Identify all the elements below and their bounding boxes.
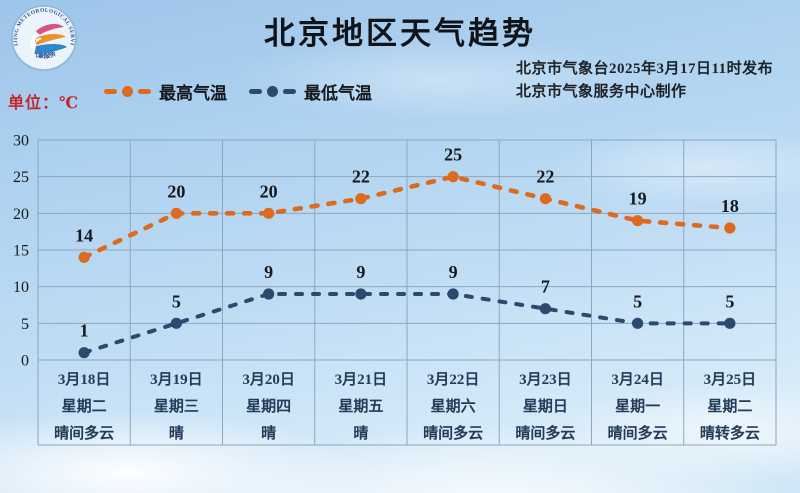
x-tick-date-label: 3月18日 [58,371,111,388]
data-point [447,288,459,300]
x-tick-weekday-label: 星期六 [431,397,476,415]
logo-ribbon-pink [36,23,64,35]
x-tick-weather-label: 晴间多云 [515,424,575,442]
data-point-value-label: 22 [536,167,554,187]
x-tick-date-label: 3月24日 [611,371,664,388]
legend-dot-icon [122,86,133,97]
x-tick-weekday-label: 星期三 [154,397,199,415]
data-point-value-label: 9 [264,262,273,282]
publisher-block: 北京市气象台2025年3月17日11时发布 北京市气象服务中心制作 [516,58,773,104]
x-tick-weather-label: 晴间多云 [423,424,483,442]
data-point [539,303,551,315]
unit-label: 单位：℃ [8,95,80,112]
x-tick-weather-label: 晴 [353,424,368,442]
x-tick-weekday-label: 星期一 [615,397,660,415]
data-point [170,207,182,219]
x-tick-date-label: 3月21日 [335,371,388,388]
y-axis-tick-label: 25 [13,169,29,186]
data-point-value-label: 7 [541,277,550,297]
x-tick-date-label: 3月19日 [150,371,203,388]
legend-label-high-temp: 最高气温 [159,84,227,103]
data-point-value-label: 19 [629,189,647,209]
data-point-value-label: 22 [352,167,370,187]
data-point-value-label: 9 [356,262,365,282]
data-point [78,251,90,263]
x-tick-weekday-label: 星期四 [246,397,291,415]
y-axis-tick-label: 5 [21,316,29,333]
x-tick-date-label: 3月25日 [704,371,757,388]
y-axis-tick-label: 20 [13,206,29,223]
chart-legend: 最高气温 最低气温 [104,79,372,104]
data-point [170,317,182,329]
x-tick-weather-label: 晴转多云 [700,424,760,442]
data-point [447,171,459,183]
y-axis-tick-label: 30 [13,133,29,150]
legend-dash-icon [283,89,296,94]
data-point [78,347,90,359]
data-point-value-label: 20 [167,181,185,201]
data-point-value-label: 14 [75,225,93,245]
data-point-value-label: 25 [444,145,462,165]
meteorological-service-logo-icon: BEIJING METEOROLOGICAL SERVICE 气象服务 [10,4,77,71]
logo-ribbon-orange [34,34,66,45]
legend-label-low-temp: 最低气温 [304,84,372,103]
x-tick-weekday-label: 星期二 [707,397,752,415]
data-point [263,207,275,219]
x-tick-date-label: 3月22日 [427,371,480,388]
legend-dash-icon [249,89,262,94]
publisher-line-1: 北京市气象台2025年3月17日11时发布 [516,61,774,77]
data-point [632,317,644,329]
y-axis-tick-label: 15 [13,243,29,260]
series-high-temp-line [81,174,733,260]
data-point [263,288,275,300]
data-point [632,215,644,227]
page-title: 北京地区天气趋势 [264,16,536,51]
data-point [355,193,367,205]
data-point [355,288,367,300]
x-tick-weather-label: 晴 [169,424,184,442]
series-low-temp-line [82,292,732,355]
x-tick-weather-label: 晴间多云 [608,424,668,442]
data-point-value-label: 1 [80,321,89,341]
legend-dot-icon [267,86,278,97]
data-point [539,193,551,205]
publisher-line-2: 北京市气象服务中心制作 [516,84,687,100]
y-axis-tick-label: 0 [21,353,29,370]
legend-dash-icon [138,89,151,94]
x-tick-date-label: 3月20日 [242,371,295,388]
data-point-value-label: 9 [449,262,458,282]
logo-ribbon-blue [32,44,67,54]
legend-item-low-temp: 最低气温 [249,79,372,104]
logo-dove-shape [30,33,42,54]
x-tick-weather-label: 晴间多云 [54,424,114,442]
y-axis-tick-label: 10 [13,279,29,296]
data-point-value-label: 18 [721,196,739,216]
data-point [724,222,736,234]
data-point-value-label: 5 [725,291,734,311]
data-point-value-label: 5 [172,291,181,311]
x-tick-weekday-label: 星期五 [338,397,383,415]
data-point [724,317,736,329]
legend-item-high-temp: 最高气温 [104,79,227,104]
x-tick-weekday-label: 星期日 [523,397,568,415]
x-tick-weather-label: 晴 [261,424,276,442]
data-point-value-label: 20 [260,181,278,201]
x-tick-weekday-label: 星期二 [62,397,107,415]
x-tick-date-label: 3月23日 [519,371,572,388]
data-point-value-label: 5 [633,291,642,311]
legend-dash-icon [104,89,117,94]
